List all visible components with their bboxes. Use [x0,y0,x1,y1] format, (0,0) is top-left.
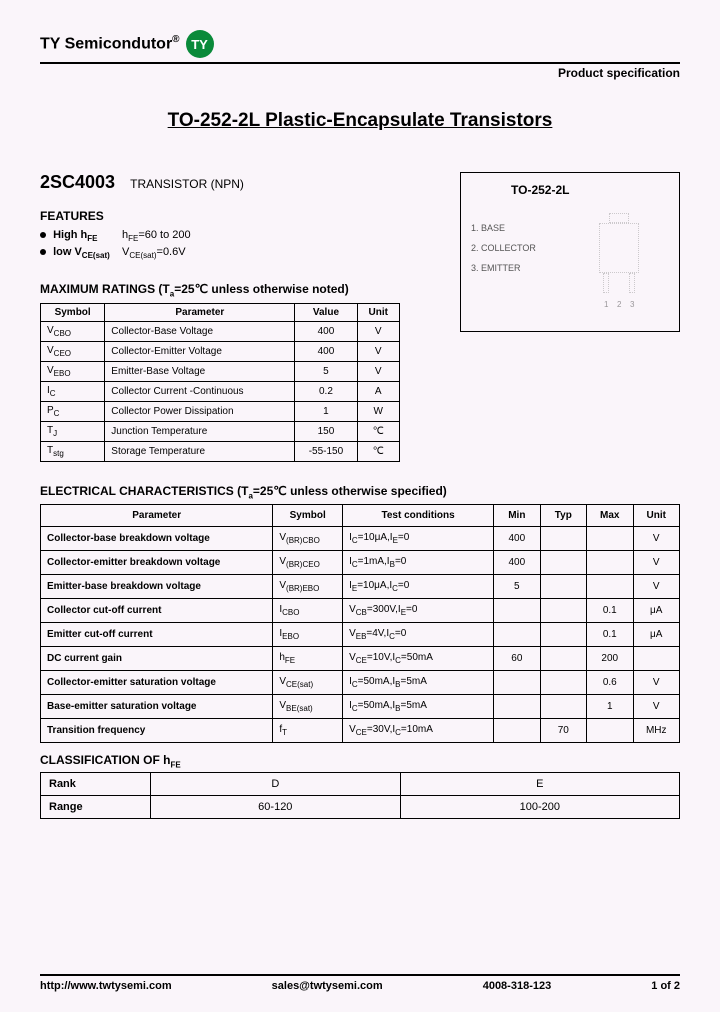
classification-table: RankDE Range60-120100-200 [40,772,680,819]
table-row: VCBOCollector-Base Voltage400V [41,321,400,341]
classification-title: CLASSIFICATION OF hFE [40,753,680,769]
footer-phone: 4008-318-123 [483,980,552,992]
table-row: DC current gain hFE VCE=10V,IC=50mA 6020… [41,647,680,671]
elec-table: Parameter Symbol Test conditions Min Typ… [40,504,680,743]
page-title: TO-252-2L Plastic-Encapsulate Transistor… [40,110,680,132]
package-box: TO-252-2L 1. BASE 2. COLLECTOR 3. EMITTE… [460,172,680,332]
footer-page: 1 of 2 [651,980,680,992]
table-row: Emitter cut-off current IEBO VEB=4V,IC=0… [41,623,680,647]
table-row: Emitter-base breakdown voltage V(BR)EBO … [41,575,680,599]
table-row: Transition frequency fT VCE=30V,IC=10mA … [41,719,680,743]
content: 2SC4003 TRANSISTOR (NPN) FEATURES High h… [40,172,680,819]
top-rule [40,62,680,64]
footer-email: sales@twtysemi.com [272,980,383,992]
part-number: 2SC4003 [40,172,115,192]
table-row: TstgStorage Temperature-55-150℃ [41,441,400,461]
table-row: TJJunction Temperature150℃ [41,421,400,441]
part-type: TRANSISTOR (NPN) [130,177,244,191]
table-row: ICCollector Current -Continuous0.2A [41,381,400,401]
brand-logo: TY [186,30,214,58]
footer-url: http://www.twtysemi.com [40,980,172,992]
table-row: VEBOEmitter-Base Voltage5V [41,361,400,381]
table-row: Collector cut-off current ICBO VCB=300V,… [41,599,680,623]
package-pins: 1. BASE 2. COLLECTOR 3. EMITTER [471,223,561,283]
ratings-table: SymbolParameterValueUnit VCBOCollector-B… [40,303,400,462]
table-row: PCCollector Power Dissipation1W [41,401,400,421]
brand-name: TY Semicondutor® [40,34,180,53]
table-row: Base-emitter saturation voltage VBE(sat)… [41,695,680,719]
package-drawing: 1 2 3 [579,213,669,313]
footer: http://www.twtysemi.com sales@twtysemi.c… [40,974,680,992]
elec-title: ELECTRICAL CHARACTERISTICS (Ta=25℃ unles… [40,484,680,500]
table-row: Collector-emitter breakdown voltage V(BR… [41,551,680,575]
header: TY Semicondutor® TY [40,30,680,58]
package-title: TO-252-2L [511,183,669,197]
table-row: VCEOCollector-Emitter Voltage400V [41,341,400,361]
spec-label: Product specification [40,66,680,80]
table-row: Collector-base breakdown voltage V(BR)CB… [41,527,680,551]
table-row: Collector-emitter saturation voltage VCE… [41,671,680,695]
